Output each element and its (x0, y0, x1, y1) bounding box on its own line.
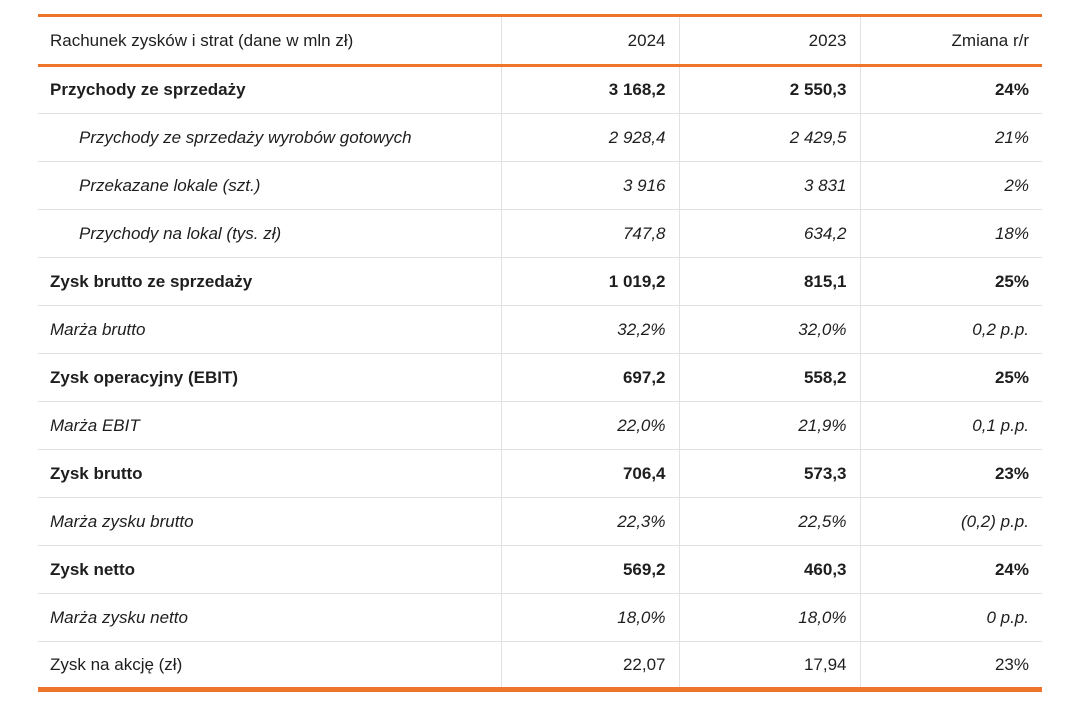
table-row: Zysk netto 569,2 460,3 24% (38, 545, 1042, 594)
row-value-2024: 32,2% (500, 305, 679, 354)
table-row: Zysk na akcję (zł) 22,07 17,94 23% (38, 641, 1042, 690)
row-value-2023: 2 550,3 (678, 65, 860, 114)
row-value-2024: 22,07 (500, 641, 679, 690)
row-value-change: 24% (859, 545, 1042, 594)
row-label: Zysk brutto ze sprzedaży (38, 257, 501, 306)
table-row: Marża zysku brutto 22,3% 22,5% (0,2) p.p… (38, 497, 1042, 546)
table-row: Przychody ze sprzedaży 3 168,2 2 550,3 2… (38, 65, 1042, 114)
row-value-2024: 697,2 (500, 353, 679, 402)
row-value-change: 25% (859, 257, 1042, 306)
header-title: Rachunek zysków i strat (dane w mln zł) (38, 15, 501, 67)
row-label: Marża EBIT (38, 401, 501, 450)
row-value-2023: 2 429,5 (678, 113, 860, 162)
row-label: Przekazane lokale (szt.) (38, 161, 501, 210)
row-label: Zysk brutto (38, 449, 501, 498)
income-statement-table: Rachunek zysków i strat (dane w mln zł) … (38, 14, 1042, 692)
table-row: Marża brutto 32,2% 32,0% 0,2 p.p. (38, 305, 1042, 354)
row-value-change: 0 p.p. (859, 593, 1042, 642)
row-value-2023: 22,5% (678, 497, 860, 546)
row-value-2024: 18,0% (500, 593, 679, 642)
row-value-change: 24% (859, 65, 1042, 114)
row-value-change: (0,2) p.p. (859, 497, 1042, 546)
row-value-2023: 573,3 (678, 449, 860, 498)
row-value-change: 23% (859, 641, 1042, 690)
row-value-change: 23% (859, 449, 1042, 498)
header-col-2023: 2023 (678, 15, 860, 67)
row-value-2024: 3 168,2 (500, 65, 679, 114)
table-row: Przychody ze sprzedaży wyrobów gotowych … (38, 113, 1042, 162)
table-row: Zysk brutto ze sprzedaży 1 019,2 815,1 2… (38, 257, 1042, 306)
row-value-change: 2% (859, 161, 1042, 210)
table-body: Przychody ze sprzedaży 3 168,2 2 550,3 2… (38, 65, 1042, 690)
row-value-2024: 3 916 (500, 161, 679, 210)
row-value-2024: 706,4 (500, 449, 679, 498)
row-value-2023: 558,2 (678, 353, 860, 402)
row-value-change: 18% (859, 209, 1042, 258)
row-value-2024: 22,3% (500, 497, 679, 546)
row-label: Marża brutto (38, 305, 501, 354)
table-row: Zysk brutto 706,4 573,3 23% (38, 449, 1042, 498)
row-value-change: 21% (859, 113, 1042, 162)
row-value-2023: 17,94 (678, 641, 860, 690)
row-value-2024: 1 019,2 (500, 257, 679, 306)
row-value-2024: 22,0% (500, 401, 679, 450)
table-row: Przekazane lokale (szt.) 3 916 3 831 2% (38, 161, 1042, 210)
row-label: Przychody ze sprzedaży wyrobów gotowych (38, 113, 501, 162)
row-value-2024: 747,8 (500, 209, 679, 258)
row-label: Przychody na lokal (tys. zł) (38, 209, 501, 258)
row-value-2023: 634,2 (678, 209, 860, 258)
row-label: Zysk netto (38, 545, 501, 594)
row-value-change: 0,1 p.p. (859, 401, 1042, 450)
row-value-change: 25% (859, 353, 1042, 402)
row-label: Marża zysku netto (38, 593, 501, 642)
row-label: Zysk operacyjny (EBIT) (38, 353, 501, 402)
row-label: Marża zysku brutto (38, 497, 501, 546)
header-col-change: Zmiana r/r (859, 15, 1042, 67)
row-value-2023: 3 831 (678, 161, 860, 210)
row-value-2023: 18,0% (678, 593, 860, 642)
table-row: Marża EBIT 22,0% 21,9% 0,1 p.p. (38, 401, 1042, 450)
row-value-2024: 569,2 (500, 545, 679, 594)
row-label: Zysk na akcję (zł) (38, 641, 501, 690)
row-value-2023: 815,1 (678, 257, 860, 306)
row-value-2023: 21,9% (678, 401, 860, 450)
header-col-2024: 2024 (500, 15, 679, 67)
row-label: Przychody ze sprzedaży (38, 65, 501, 114)
table-row: Przychody na lokal (tys. zł) 747,8 634,2… (38, 209, 1042, 258)
table-header: Rachunek zysków i strat (dane w mln zł) … (38, 15, 1042, 67)
table-row: Zysk operacyjny (EBIT) 697,2 558,2 25% (38, 353, 1042, 402)
row-value-change: 0,2 p.p. (859, 305, 1042, 354)
row-value-2023: 32,0% (678, 305, 860, 354)
row-value-2023: 460,3 (678, 545, 860, 594)
header-row: Rachunek zysków i strat (dane w mln zł) … (38, 15, 1042, 67)
row-value-2024: 2 928,4 (500, 113, 679, 162)
table-row: Marża zysku netto 18,0% 18,0% 0 p.p. (38, 593, 1042, 642)
